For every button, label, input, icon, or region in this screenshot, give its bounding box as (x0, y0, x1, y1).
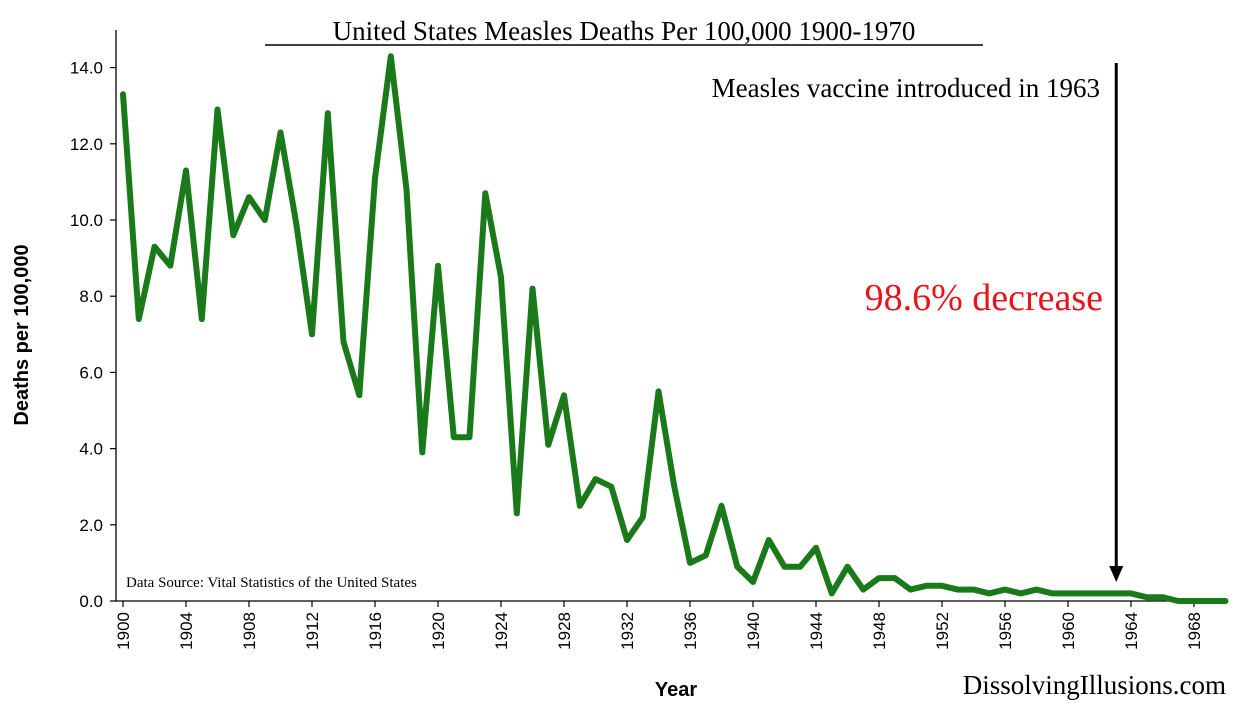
y-tick-label: 14.0 (70, 59, 103, 78)
y-ticks: 0.0 2.0 4.0 6.0 8.0 10.0 12.0 14.0 (70, 59, 116, 611)
x-tick-label: 1944 (807, 612, 826, 650)
y-tick-label: 10.0 (70, 211, 103, 230)
axes (115, 30, 1226, 602)
x-tick-label: 1920 (429, 612, 448, 650)
x-tick-label: 1960 (1059, 612, 1078, 650)
arrow-head (1109, 566, 1124, 582)
x-axis-title: Year (655, 679, 697, 701)
x-tick-label: 1924 (492, 612, 511, 650)
x-tick-label: 1968 (1185, 612, 1204, 650)
y-tick-label: 4.0 (79, 440, 103, 459)
x-tick-label: 1956 (996, 612, 1015, 650)
website-watermark: DissolvingIllusions.com (963, 670, 1226, 700)
y-tick-label: 0.0 (79, 592, 103, 611)
x-tick-label: 1912 (303, 612, 322, 650)
x-tick-label: 1948 (870, 612, 889, 650)
y-axis-title: Deaths per 100,000 (11, 244, 33, 425)
x-tick-label: 1936 (681, 612, 700, 650)
y-tick-label: 2.0 (79, 516, 103, 535)
data-source-note: Data Source: Vital Statistics of the Uni… (126, 575, 417, 591)
x-tick-label: 1904 (177, 612, 196, 650)
y-tick-label: 12.0 (70, 135, 103, 154)
x-tick-label: 1908 (240, 612, 259, 650)
x-tick-label: 1928 (555, 612, 574, 650)
y-tick-label: 6.0 (79, 363, 103, 382)
x-tick-label: 1952 (933, 612, 952, 650)
vaccine-arrow (1109, 63, 1124, 582)
chart-title: United States Measles Deaths Per 100,000… (333, 16, 916, 46)
x-tick-label: 1940 (744, 612, 763, 650)
series-layer (120, 53, 1229, 604)
x-tick-label: 1932 (618, 612, 637, 650)
decrease-note: 98.6% decrease (865, 277, 1103, 319)
vaccine-note: Measles vaccine introduced in 1963 (712, 73, 1100, 103)
x-tick-label: 1900 (114, 612, 133, 650)
y-tick-label: 8.0 (79, 287, 103, 306)
x-tick-label: 1916 (366, 612, 385, 650)
x-tick-label: 1964 (1122, 612, 1141, 650)
x-ticks: 1900 1904 1908 1912 1916 1920 1924 1928 1932 1936… (114, 601, 1204, 650)
series-line (120, 53, 1229, 604)
